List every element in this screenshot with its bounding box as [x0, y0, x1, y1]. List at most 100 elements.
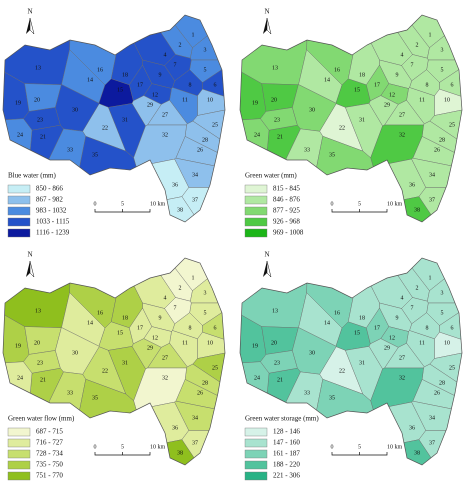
legend-label: 751 - 770: [36, 472, 63, 480]
legend-label: 716 - 727: [36, 439, 63, 447]
subbasin-label: 4: [164, 52, 167, 58]
subbasin-label: 27: [162, 112, 168, 118]
legend-swatch: [244, 438, 268, 448]
subbasin-label: 1: [429, 275, 432, 281]
subbasin-label: 11: [419, 97, 425, 103]
subbasin-label: 35: [329, 395, 335, 401]
legend-swatch: [244, 206, 268, 216]
subbasin-label: 18: [122, 315, 128, 321]
subbasin-label: 25: [449, 122, 455, 128]
subbasin-label: 32: [399, 375, 405, 381]
subbasin-label: 9: [159, 315, 162, 321]
subbasin-label: 5: [441, 310, 444, 316]
subbasin-label: 24: [17, 132, 23, 138]
subbasin-label: 14: [324, 320, 330, 326]
subbasin-label: 17: [374, 82, 380, 88]
legend-swatch: [244, 471, 268, 481]
subbasin-label: 9: [396, 315, 399, 321]
subbasin-label: 3: [441, 290, 444, 296]
subbasin-label: 30: [72, 350, 78, 356]
north-arrow-half: [266, 17, 272, 35]
legend-swatch: [7, 471, 31, 481]
scale-label: 0: [94, 201, 97, 207]
subbasin-label: 7: [411, 305, 414, 311]
subbasin-label: 21: [277, 134, 283, 140]
subbasin-label: 21: [40, 134, 46, 140]
subbasin-label: 20: [271, 97, 277, 103]
subbasin-label: 38: [177, 207, 183, 213]
subbasin-label: 37: [429, 197, 435, 203]
subbasin-label: 6: [214, 82, 217, 88]
subbasin-label: 15: [354, 87, 360, 93]
subbasin-label: 5: [204, 67, 207, 73]
subbasin-label: 30: [72, 107, 78, 113]
legend-swatch: [244, 449, 268, 459]
subbasin-label: 19: [15, 100, 21, 106]
subbasin: [111, 20, 143, 86]
subbasin-label: 22: [102, 125, 108, 131]
north-label: N: [27, 8, 32, 16]
subbasin-label: 6: [451, 82, 454, 88]
subbasin-label: 2: [416, 42, 419, 48]
subbasin-label: 28: [202, 137, 208, 143]
scale-label: 10 km: [387, 444, 403, 450]
subbasin-label: 25: [212, 365, 218, 371]
scale-label: 5: [121, 444, 124, 450]
subbasin-label: 5: [204, 310, 207, 316]
subbasin: [3, 15, 72, 85]
north-arrow: [26, 18, 30, 34]
legend-label: 128 - 146: [273, 428, 300, 436]
subbasin-label: 29: [147, 345, 153, 351]
subbasin-label: 12: [152, 92, 158, 98]
subbasin-label: 38: [414, 450, 420, 456]
legend-label: 983 - 1032: [36, 207, 67, 215]
subbasin-label: 1: [429, 32, 432, 38]
subbasin-label: 37: [192, 197, 198, 203]
subbasin-label: 36: [409, 182, 415, 188]
subbasin-label: 16: [97, 67, 103, 73]
subbasin-label: 12: [389, 335, 395, 341]
subbasin-label: 14: [324, 77, 330, 83]
subbasin-label: 24: [17, 375, 23, 381]
subbasin-label: 2: [179, 42, 182, 48]
legend-swatch: [244, 184, 268, 194]
subbasin-label: 21: [40, 377, 46, 383]
subbasin-label: 12: [152, 335, 158, 341]
scale-label: 0: [331, 444, 334, 450]
subbasin-label: 10: [207, 340, 213, 346]
north-arrow: [263, 261, 267, 277]
subbasin-label: 3: [204, 47, 207, 53]
subbasin-label: 23: [274, 360, 280, 366]
subbasin-label: 4: [401, 52, 404, 58]
subbasin-label: 26: [197, 147, 203, 153]
legend-swatch: [7, 228, 31, 238]
subbasin-label: 34: [192, 415, 198, 421]
subbasin-label: 8: [189, 82, 192, 88]
subbasin-label: 14: [87, 77, 93, 83]
subbasin-label: 29: [384, 345, 390, 351]
subbasin-label: 13: [35, 308, 41, 314]
subbasin-label: 38: [177, 450, 183, 456]
legend-swatch: [244, 195, 268, 205]
subbasin-label: 14: [87, 320, 93, 326]
scale-bar: [331, 209, 388, 213]
legend-swatch: [244, 460, 268, 470]
legend-label: 735 - 750: [36, 461, 63, 469]
subbasin: [111, 263, 143, 329]
subbasin: [292, 84, 337, 132]
legend-swatch: [7, 460, 31, 470]
legend-swatch: [7, 449, 31, 459]
legend-label: 1033 - 1115: [36, 218, 70, 226]
subbasin-label: 2: [416, 285, 419, 291]
legend-label: 161 - 187: [273, 450, 300, 458]
subbasin-label: 34: [429, 172, 435, 178]
basin-border: [2, 14, 226, 223]
subbasin-label: 3: [204, 290, 207, 296]
subbasin-label: 1: [192, 32, 195, 38]
scale-bar: [94, 452, 151, 456]
scale-label: 10 km: [387, 201, 403, 207]
subbasin-label: 10: [207, 97, 213, 103]
subbasin: [55, 327, 100, 375]
